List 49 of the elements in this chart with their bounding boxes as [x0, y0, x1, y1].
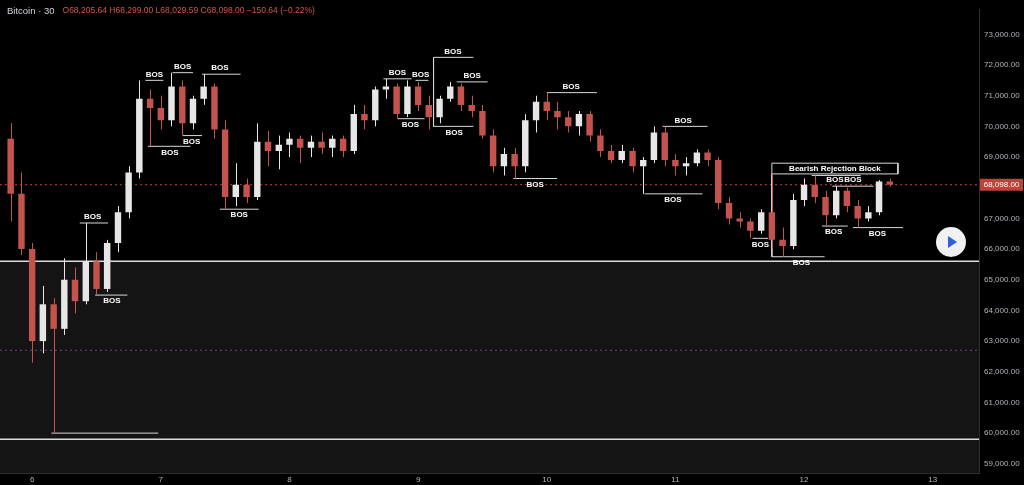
x-tick-label: 12: [799, 475, 810, 484]
annotation: BOS: [103, 296, 122, 306]
annotation: BOS: [562, 81, 581, 91]
annotation: BOS: [445, 127, 464, 137]
y-tick-label: 60,000.00: [984, 428, 1021, 438]
y-tick-label: 73,000.00: [984, 29, 1021, 39]
y-tick-label: 70,000.00: [984, 121, 1021, 131]
annotation: BOS: [83, 212, 102, 222]
annotation: BOS: [868, 228, 887, 238]
annotation: BOS: [161, 147, 180, 157]
annotation: BOS: [412, 69, 430, 79]
annotation: BOS: [674, 115, 693, 125]
annotation: BOS: [401, 119, 420, 129]
x-tick-label: 10: [542, 475, 552, 484]
y-tick-label: 61,000.00: [984, 397, 1021, 407]
annotation: BOS: [826, 175, 845, 185]
chart-title: Bitcoin · 30: [7, 4, 55, 16]
annotation: BOS: [174, 61, 193, 71]
y-tick-label: 65,000.00: [984, 274, 1021, 284]
annotation: BOS: [183, 136, 202, 146]
y-tick-label: 63,000.00: [984, 336, 1021, 346]
annotation: BOS: [388, 68, 407, 78]
annotation: BOS: [824, 227, 843, 237]
x-tick-label: 9: [415, 475, 421, 484]
annotation: Bearish Rejection Block: [789, 163, 882, 173]
annotation: BOS: [145, 69, 164, 79]
x-tick-label: 6: [29, 475, 35, 484]
ref-line-label: 68,098.00: [983, 180, 1020, 190]
y-tick-label: 62,000.00: [984, 366, 1021, 376]
x-tick-label: 7: [158, 475, 164, 484]
y-tick-label: 59,000.00: [984, 459, 1021, 468]
annotation: BOS: [844, 175, 863, 185]
x-tick-label: 13: [928, 475, 938, 484]
annotation: BOS: [230, 210, 249, 220]
chart-subtitle: O68,205.64 H68,299.00 L68,029.59 C68,098.00 −150.64 (−0.22%): [62, 5, 316, 16]
annotation: BOS: [211, 63, 230, 73]
y-tick-label: 72,000.00: [984, 60, 1021, 70]
y-tick-label: 64,000.00: [984, 305, 1021, 315]
annotation: BOS: [463, 71, 482, 81]
y-tick-label: 67,000.00: [984, 213, 1021, 223]
x-tick-label: 8: [287, 475, 293, 484]
annotation: BOS: [751, 239, 770, 249]
y-tick-label: 71,000.00: [984, 90, 1021, 100]
annotation: BOS: [444, 46, 463, 56]
y-tick-label: 69,000.00: [984, 152, 1021, 162]
annotation: BOS: [526, 179, 545, 189]
annotation: BOS: [664, 195, 683, 205]
x-tick-label: 11: [671, 475, 681, 484]
y-tick-label: 66,000.00: [984, 244, 1021, 254]
